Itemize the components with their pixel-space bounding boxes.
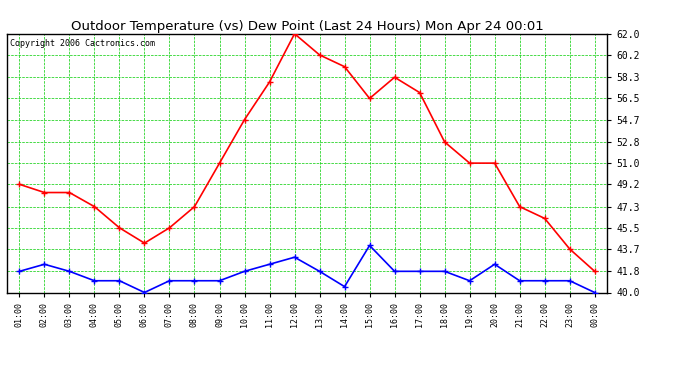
Text: Copyright 2006 Cactronics.com: Copyright 2006 Cactronics.com: [10, 39, 155, 48]
Title: Outdoor Temperature (vs) Dew Point (Last 24 Hours) Mon Apr 24 00:01: Outdoor Temperature (vs) Dew Point (Last…: [70, 20, 544, 33]
